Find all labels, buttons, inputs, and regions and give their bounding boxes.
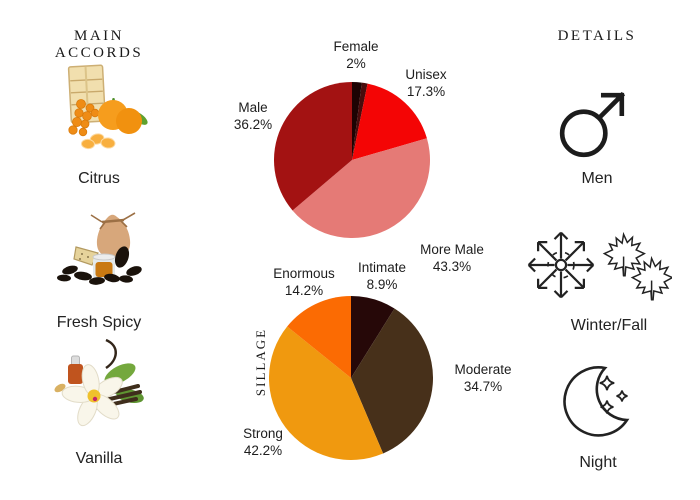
pie-label-intimate: Intimate 8.9% [337,259,427,293]
pie-label-male: Male 36.2% [208,99,298,133]
pie-label-strong: Strong 42.2% [218,425,308,459]
vanilla-image [54,338,144,427]
pie-segment-unlabeled [352,82,368,160]
pie-segment-enormous [287,296,351,378]
pie-segment-unisex [352,83,427,160]
detail-label-night: Night [579,454,617,471]
crescent-moon-icon [563,366,630,437]
segment-value: 34.7% [463,379,503,394]
pie-label-female: Female 2% [311,38,401,72]
gender-pie-chart [274,82,430,238]
pie-segment-strong [269,326,384,460]
segment-label: Female [333,39,379,54]
segment-label: Intimate [357,260,407,275]
segment-value: 2% [346,56,366,71]
main-accords-heading: MAIN ACCORDS [54,28,144,61]
segment-value: 17.3% [406,84,446,99]
pie-segment-moderate [351,308,433,454]
accord-label-vanilla: Vanilla [75,450,123,467]
sillage-axis-label: SILLAGE [253,327,268,397]
pie-label-moderate: Moderate 34.7% [433,361,533,395]
pie-segment-male [274,82,352,211]
sillage-pie-chart [269,296,433,460]
pie-segment-female [352,82,362,160]
detail-label-winter-fall: Winter/Fall [570,317,648,334]
segment-value: 36.2% [233,117,273,132]
pie-segment-more-male [292,138,430,238]
accord-label-citrus: Citrus [78,170,120,187]
detail-label-men: Men [581,170,613,187]
fresh-spicy-image [57,212,142,285]
segment-label: Strong [243,426,283,441]
male-symbol-icon [559,91,626,158]
segment-label: More Male [420,242,484,257]
segment-value: 8.9% [366,277,398,292]
citrus-image [67,64,148,150]
pie-label-enormous: Enormous 14.2% [254,265,354,299]
details-heading: DETAILS [557,28,637,44]
segment-label: Male [238,100,268,115]
segment-value: 42.2% [243,443,283,458]
maple-leaves-icon [603,233,672,301]
pie-label-unisex: Unisex 17.3% [381,66,471,100]
segment-value: 43.3% [432,259,472,274]
segment-label: Unisex [405,67,447,82]
segment-label: Moderate [454,362,512,377]
pie-segment-intimate [351,296,395,378]
segment-label: Enormous [273,266,335,281]
pie-label-more-male: More Male 43.3% [402,241,502,275]
segment-value: 14.2% [284,283,324,298]
snowflake-icon [527,231,595,299]
accord-label-fresh-spicy: Fresh Spicy [56,314,142,331]
